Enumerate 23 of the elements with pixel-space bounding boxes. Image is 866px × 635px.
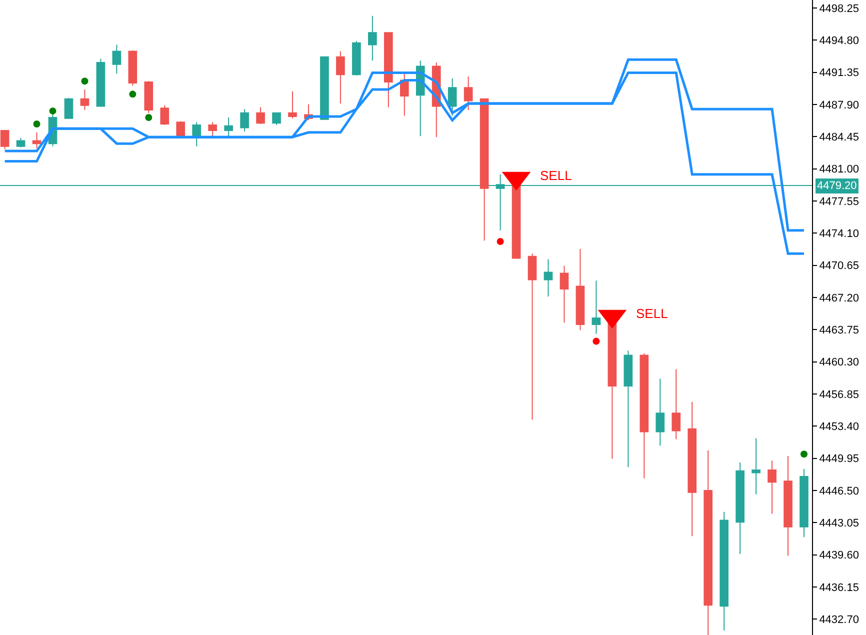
y-tick-label: 4453.40 [819,420,859,433]
text: SELL [636,306,668,321]
y-tick-label: 4491.35 [819,67,859,80]
y-tick-label: 4432.70 [819,614,859,626]
y-tick-label: 4449.95 [819,453,859,466]
y-tick-label: 4474.10 [819,228,859,240]
y-tick-label: 4481.00 [819,164,859,176]
y-tick-label: 4484.45 [819,131,859,144]
y-tick-label: 4436.15 [819,582,859,594]
y-tick-label: 4477.55 [819,196,859,208]
y-tick-label: 4498.25 [819,2,859,15]
y-tick-label: 4463.75 [819,324,859,336]
y-tick-label: 4470.65 [819,260,859,272]
y-tick-label: 4467.20 [819,292,859,304]
ref-line-label: 4479.20 [817,180,857,192]
series-label: SELL [540,168,572,183]
y-tick-label: 4487.90 [819,99,859,112]
y-tick-label: 4439.60 [819,550,859,562]
y-tick-label: 4456.85 [819,388,859,401]
y-tick-label: 4446.50 [819,485,859,498]
y-tick-label: 4460.30 [819,356,859,369]
y-tick-label: 4494.80 [819,34,859,47]
y-tick-label: 4443.05 [819,517,859,530]
